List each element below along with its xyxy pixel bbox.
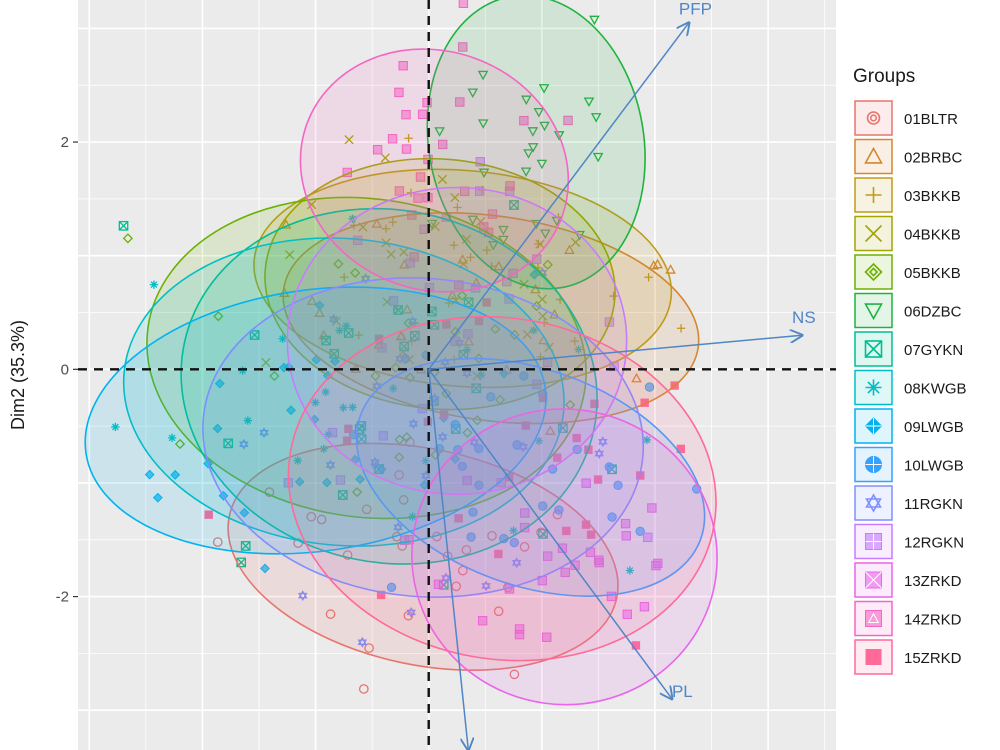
- vector-unlabeled-3: [427, 369, 469, 750]
- legend-item-13ZRKD: 13ZRKD: [854, 562, 962, 598]
- points-06DZBC: [426, 15, 604, 251]
- y-tick-label: 2: [61, 134, 69, 151]
- legend-item-14ZRKD: 14ZRKD: [854, 600, 962, 637]
- legend-item-08KWGB: 08KWGB: [854, 369, 967, 406]
- ellipse-09LWGB: [84, 286, 547, 555]
- ellipse-13ZRKD: [411, 408, 718, 706]
- legend-symbol: [866, 111, 881, 125]
- legend-label: 07GYKN: [904, 342, 963, 359]
- legend-label: 08KWGB: [904, 381, 967, 398]
- vector-label-PFP: PFP: [679, 0, 712, 19]
- ellipse-11RGKN: [202, 277, 645, 598]
- y-axis-title: Dim2 (35.3%): [8, 320, 28, 430]
- points-13ZRKD: [399, 475, 663, 642]
- plot-panel: [78, 0, 836, 750]
- legend-symbol: [865, 610, 882, 627]
- ellipse-06DZBC: [426, 0, 646, 290]
- legend-symbol: [865, 649, 882, 665]
- legend-item-15ZRKD: 15ZRKD: [854, 639, 962, 675]
- vector-label-PL: PL: [672, 682, 693, 701]
- points-layer: [111, 0, 702, 694]
- legend-item-07GYKN: 07GYKN: [854, 331, 963, 367]
- legend-label: 05BKKB: [904, 265, 961, 282]
- legend-symbol: [865, 187, 882, 203]
- legend-symbol: [864, 262, 883, 282]
- legend-label: 14ZRKD: [904, 612, 962, 629]
- legend-key: [854, 331, 893, 367]
- legend-item-11RGKN: 11RGKN: [854, 485, 963, 521]
- legend-item-01BLTR: 01BLTR: [854, 100, 958, 136]
- y-tick-label: 0: [61, 361, 69, 378]
- legend-label: 13ZRKD: [904, 573, 962, 590]
- ellipses-layer: [84, 0, 718, 706]
- legend-key: [854, 254, 893, 290]
- legend-symbol: [864, 417, 883, 435]
- legend-item-02BRBC: 02BRBC: [854, 138, 963, 175]
- legend-key: [854, 292, 893, 329]
- points-07GYKN: [118, 200, 617, 590]
- legend-symbol: [865, 533, 882, 550]
- legend-key: [854, 485, 893, 521]
- vector-PFP: [428, 23, 689, 370]
- legend-label: 15ZRKD: [904, 650, 962, 667]
- legend-item-05BKKB: 05BKKB: [854, 254, 961, 290]
- legend-key: [854, 100, 893, 136]
- ellipse-12RGKN: [286, 186, 628, 496]
- vector-NS: [428, 335, 802, 371]
- legend: Groups 01BLTR 02BRBC 03BKKB 04BKKB 05BKKB 06D…: [853, 66, 967, 675]
- legend-label: 10LWGB: [904, 458, 964, 475]
- legend-label: 01BLTR: [904, 111, 958, 128]
- legend-label: 06DZBC: [904, 304, 962, 321]
- legend-label: 12RGKN: [904, 535, 964, 552]
- legend-symbol: [864, 146, 883, 164]
- legend-symbol: [864, 340, 883, 358]
- legend-item-12RGKN: 12RGKN: [854, 523, 964, 560]
- legend-item-10LWGB: 10LWGB: [854, 446, 964, 483]
- legend-symbol: [865, 571, 882, 589]
- legend-label: 09LWGB: [904, 419, 964, 436]
- legend-title: Groups: [853, 66, 915, 87]
- y-tick-label: -2: [56, 589, 69, 606]
- legend-item-03BKKB: 03BKKB: [854, 177, 961, 213]
- legend-label: 11RGKN: [904, 496, 963, 513]
- ellipse-14ZRKD: [299, 48, 570, 293]
- legend-key: [854, 138, 893, 175]
- variable-vectors: [427, 23, 802, 750]
- ellipse-01BLTR: [227, 442, 619, 671]
- legend-label: 04BKKB: [904, 227, 961, 244]
- legend-item-09LWGB: 09LWGB: [854, 408, 964, 444]
- legend-label: 02BRBC: [904, 150, 963, 167]
- ellipse-08KWGB: [122, 237, 565, 547]
- legend-label: 03BKKB: [904, 188, 961, 205]
- legend-symbol: [864, 303, 883, 321]
- ellipse-07GYKN: [180, 207, 598, 565]
- legend-item-04BKKB: 04BKKB: [854, 215, 961, 252]
- legend-item-06DZBC: 06DZBC: [854, 292, 962, 329]
- legend-symbol: [865, 456, 882, 473]
- axes: -2 0 2 PFP NS PL: [56, 0, 816, 701]
- legend-symbol: [865, 493, 882, 513]
- legend-symbol: [864, 224, 883, 243]
- legend-symbol: [865, 379, 882, 396]
- vector-label-NS: NS: [792, 308, 816, 327]
- vector-PL: [428, 368, 672, 699]
- ellipse-15ZRKD: [287, 315, 717, 662]
